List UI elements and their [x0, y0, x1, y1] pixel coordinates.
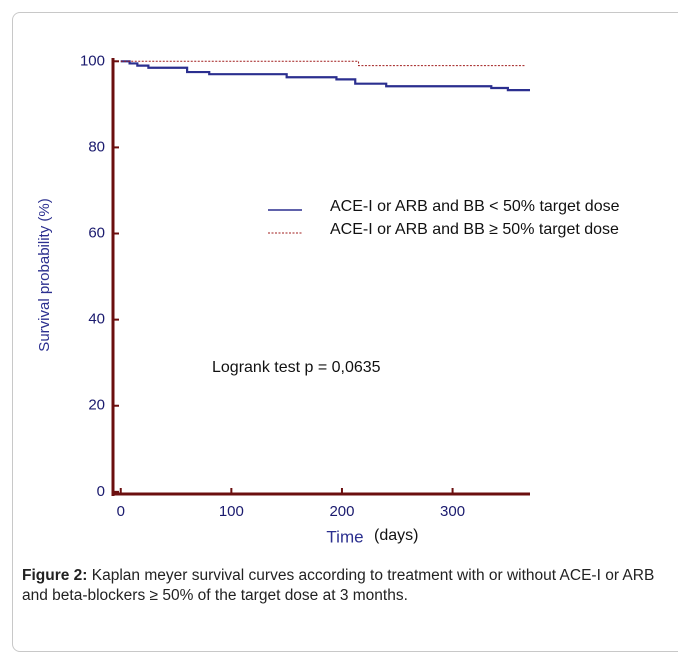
y-tick-label: 40 — [88, 311, 105, 328]
x-axis-unit: (days) — [374, 527, 418, 544]
y-tick-label: 0 — [97, 483, 105, 500]
caption: Figure 2: Kaplan meyer survival curves a… — [22, 566, 672, 606]
x-tick-label: 100 — [219, 503, 244, 520]
y-tick-label: 20 — [88, 397, 105, 414]
x-axis-label: Time — [326, 527, 363, 546]
annotation: Logrank test p = 0,0635 — [212, 359, 381, 376]
y-tick-label: 80 — [88, 138, 105, 155]
caption-label: Figure 2: — [22, 567, 88, 584]
y-tick-label: 60 — [88, 224, 105, 241]
y-tick-label: 100 — [80, 52, 105, 69]
survival-curve — [120, 60, 530, 92]
legend-label: ACE-I or ARB and BB < 50% target dose — [330, 198, 620, 215]
x-tick-label: 0 — [117, 503, 125, 520]
caption-text: Kaplan meyer survival curves according t… — [22, 567, 655, 604]
y-axis-label: Survival probability (%) — [36, 198, 53, 351]
survival-curve — [120, 60, 525, 67]
x-tick-label: 300 — [440, 503, 465, 520]
chart: Survival probability (%) Time (days) Log… — [36, 52, 620, 546]
legend-label: ACE-I or ARB and BB ≥ 50% target dose — [330, 221, 619, 238]
x-tick-label: 200 — [329, 503, 354, 520]
page: Survival probability (%) Time (days) Log… — [12, 12, 678, 652]
